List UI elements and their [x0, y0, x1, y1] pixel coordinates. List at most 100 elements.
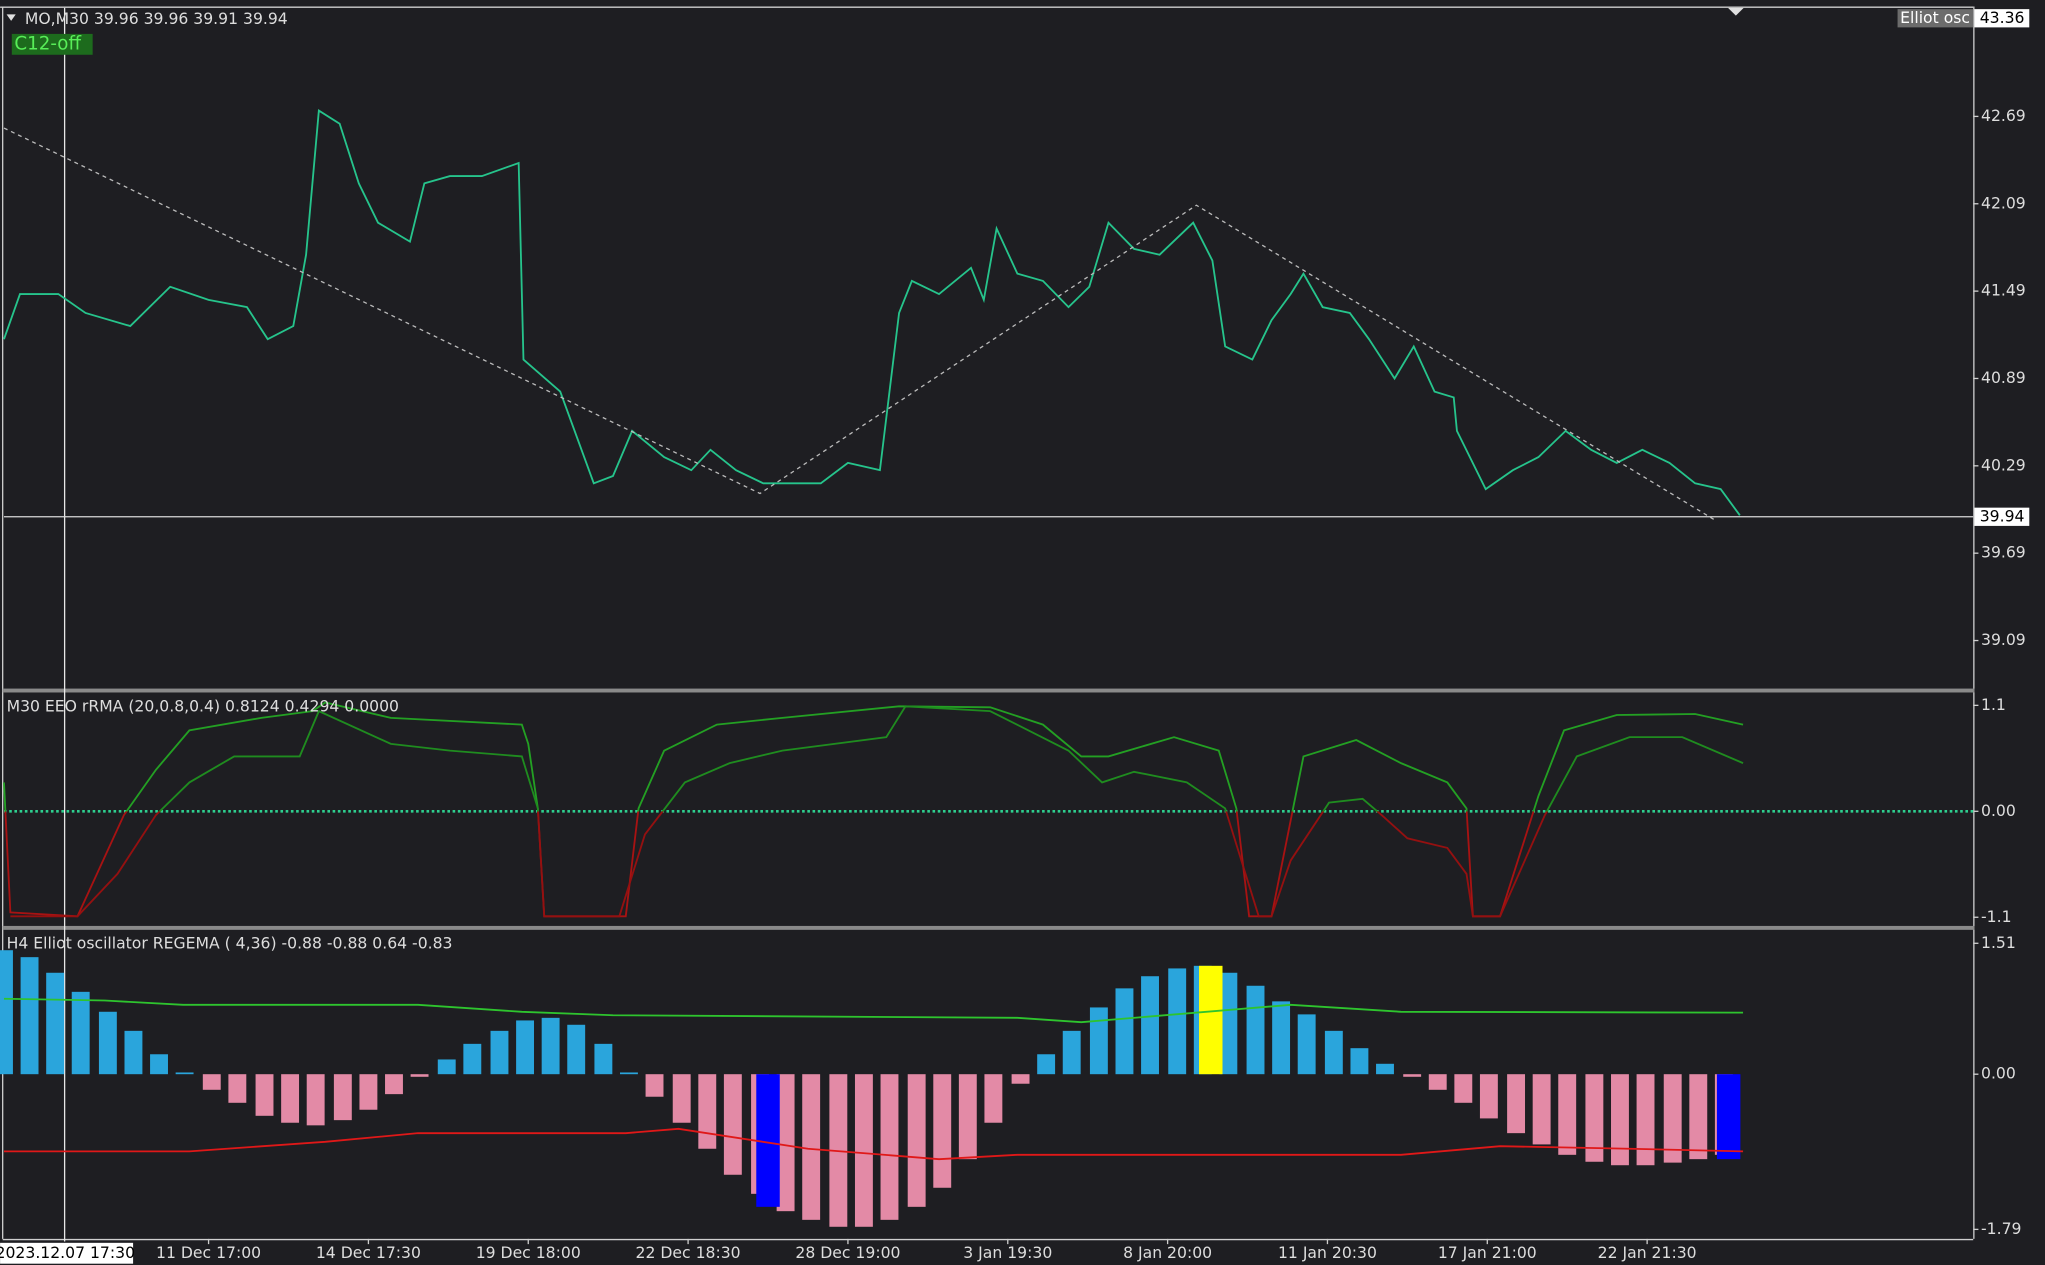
histogram-bar: [1636, 1074, 1655, 1166]
y-tick-label: 40.29: [1981, 455, 2026, 474]
histogram-bar: [1479, 1074, 1498, 1119]
histogram-bar: [854, 1074, 873, 1227]
shift-marker: [1728, 7, 1744, 16]
histogram-bar: [1507, 1074, 1526, 1134]
panel-title: H4 Elliot oscillator REGEMA ( 4,36) -0.8…: [7, 934, 453, 953]
histogram-bar: [333, 1074, 352, 1121]
crosshair-label-box: [0, 1242, 134, 1264]
panel-separator: [2, 688, 1975, 693]
price-label-box: [1974, 9, 2030, 28]
panel-title: M30 EEO rRMA (20,0.8,0.4) 0.8124 0.4294 …: [7, 696, 399, 715]
histogram-bar: [1403, 1074, 1422, 1077]
histogram-bar: [1324, 1030, 1343, 1075]
histogram-bar: [1272, 1001, 1291, 1075]
histogram-bar: [0, 950, 13, 1075]
histogram-bar: [1115, 988, 1134, 1075]
histogram-bar: [463, 1043, 482, 1075]
series-line: [3, 701, 1744, 918]
histogram-bar: [150, 1054, 168, 1075]
histogram-bar: [1062, 1030, 1081, 1075]
crosshair-label: 2023.12.07 17:30: [0, 1243, 135, 1262]
histogram-bar: [802, 1074, 821, 1220]
histogram-bar: [98, 1011, 117, 1075]
signal-bar: [1199, 965, 1223, 1075]
top-price-label: 43.36: [1980, 8, 2025, 27]
histogram-bar: [880, 1074, 899, 1220]
y-tick-label: 42.09: [1981, 193, 2026, 212]
y-tick-label: 1.1: [1981, 695, 2006, 714]
x-tick-label: 17 Jan 21:00: [1438, 1243, 1537, 1262]
x-tick-label: 11 Jan 20:30: [1278, 1243, 1377, 1262]
badge-box: [11, 33, 93, 55]
histogram-bar: [672, 1074, 691, 1123]
series-line: [3, 109, 1741, 516]
x-tick-label: 14 Dec 17:30: [316, 1243, 421, 1262]
series-line: [10, 705, 1744, 918]
histogram-bar: [1611, 1074, 1629, 1166]
y-tick-label: -1.1: [1981, 907, 2012, 926]
histogram-bar: [620, 1072, 638, 1075]
histogram-bar: [1663, 1074, 1682, 1163]
histogram-bar: [490, 1030, 509, 1075]
histogram-bar: [71, 991, 90, 1075]
histogram-bar: [1376, 1063, 1394, 1075]
histogram-bar: [124, 1030, 143, 1075]
histogram-bar: [723, 1074, 742, 1175]
histogram-bar: [1428, 1074, 1447, 1090]
histogram-bar: [541, 1017, 560, 1075]
histogram-bar: [645, 1074, 664, 1097]
histogram-bar: [1219, 972, 1238, 1075]
histogram-bar: [567, 1024, 586, 1075]
histogram-bar: [698, 1074, 717, 1149]
signal-bar: [1716, 1074, 1741, 1160]
y-tick-label: 0.00: [1981, 801, 2016, 820]
histogram-bar: [1037, 1054, 1056, 1075]
histogram-bar: [1689, 1074, 1708, 1160]
histogram-bar: [1454, 1074, 1473, 1103]
tag-box: [1897, 9, 1974, 28]
histogram-bar: [228, 1074, 247, 1103]
histogram-bar: [933, 1074, 952, 1188]
y-tick-label: -1.79: [1981, 1219, 2021, 1238]
histogram-bar: [410, 1074, 429, 1077]
x-tick-label: 28 Dec 19:00: [795, 1243, 900, 1262]
signal-bar: [756, 1074, 780, 1207]
y-tick-label: 40.89: [1981, 368, 2026, 387]
last-price-label: 39.94: [1980, 506, 2025, 525]
histogram-bar: [1532, 1074, 1551, 1145]
histogram-bar: [1011, 1074, 1030, 1084]
series-line: [3, 997, 1744, 1024]
histogram-bar: [385, 1074, 403, 1095]
histogram-bar: [984, 1074, 1003, 1123]
panel-separator: [2, 925, 1975, 930]
histogram-bar: [46, 972, 65, 1075]
x-tick-label: 8 Jan 20:00: [1123, 1243, 1212, 1262]
histogram-bar: [20, 957, 39, 1075]
y-tick-label: 0.00: [1981, 1064, 2016, 1083]
histogram-bar: [281, 1074, 300, 1123]
histogram-bar: [255, 1074, 274, 1116]
histogram-bar: [175, 1072, 194, 1075]
y-tick-label: 39.69: [1981, 543, 2026, 562]
menu-arrow: [6, 14, 16, 21]
histogram-bar: [1297, 1014, 1316, 1075]
histogram-bar: [1168, 968, 1187, 1075]
x-tick-label: 11 Dec 17:00: [156, 1243, 261, 1262]
x-tick-label: 22 Dec 18:30: [636, 1243, 741, 1262]
y-tick-label: 42.69: [1981, 106, 2026, 125]
histogram-bar: [1350, 1048, 1369, 1075]
histogram-bar: [1246, 985, 1265, 1075]
badge: C12-off: [14, 33, 81, 54]
histogram-bar: [1558, 1074, 1577, 1155]
histogram-bar: [1585, 1074, 1604, 1162]
histogram-bar: [359, 1074, 378, 1110]
histogram-bar: [1089, 1007, 1108, 1075]
series-line: [3, 1127, 1744, 1161]
price-label-box: [1974, 507, 2030, 526]
histogram-bar: [516, 1020, 535, 1075]
histogram-bar: [1141, 976, 1159, 1075]
y-tick-label: 39.09: [1981, 630, 2026, 649]
